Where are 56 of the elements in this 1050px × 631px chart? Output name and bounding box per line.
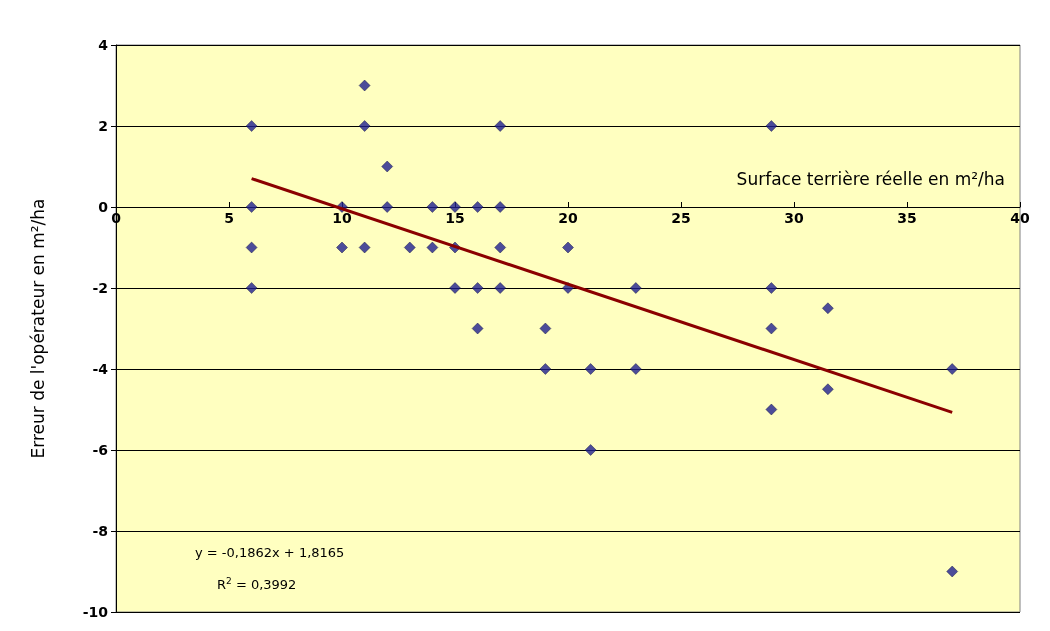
point (471, 201, 484, 213)
point (946, 565, 958, 578)
point (630, 363, 642, 375)
point (336, 241, 348, 254)
y-tick-label: -8 (92, 523, 108, 539)
point (584, 363, 597, 375)
y-tick-label: -4 (92, 361, 109, 377)
x-tick-label: 35 (897, 210, 917, 226)
point (765, 322, 778, 335)
point (494, 201, 506, 213)
x-tick-label: 40 (1010, 210, 1030, 226)
point (630, 282, 642, 294)
point (494, 120, 506, 132)
point (494, 282, 506, 294)
x-tick-label: 5 (224, 210, 234, 226)
point (245, 120, 258, 132)
y-axis-title: Erreur de l'opérateur en m²/ha (27, 198, 48, 459)
point (562, 241, 574, 254)
point (946, 363, 958, 375)
point (539, 363, 552, 375)
y-tick-label: -6 (92, 442, 108, 458)
point (584, 444, 597, 456)
point (358, 120, 371, 132)
point (822, 383, 834, 395)
point (245, 282, 258, 294)
y-tick-label: 2 (98, 118, 108, 134)
x-tick-label: 25 (671, 210, 691, 226)
x-tick-label: 10 (332, 210, 352, 226)
x-tick-label: 20 (558, 210, 578, 226)
annotation: y = -0,1862x + 1,8165 (195, 545, 345, 560)
point (471, 282, 484, 294)
point (358, 241, 371, 254)
point (449, 201, 461, 213)
point (765, 120, 778, 132)
point (245, 241, 258, 254)
point (449, 282, 461, 294)
point (404, 241, 416, 254)
y-tick-label: 0 (98, 199, 109, 215)
point (494, 241, 506, 254)
x-tick-label: 30 (784, 210, 804, 226)
x-axis-title: Surface terrière réelle en m²/ha (736, 168, 1005, 189)
point (245, 201, 258, 213)
y-tick-label: -2 (92, 280, 108, 296)
point (765, 403, 778, 416)
point (765, 282, 778, 294)
point (426, 201, 439, 213)
point (381, 201, 393, 213)
point (539, 322, 552, 335)
point (822, 302, 834, 314)
point (358, 79, 371, 92)
x-tick-label: 15 (445, 210, 465, 226)
point (471, 322, 484, 335)
y-tick-label: -10 (82, 604, 109, 620)
y-tick-label: 4 (98, 37, 109, 53)
point (381, 160, 393, 173)
point (426, 241, 439, 254)
